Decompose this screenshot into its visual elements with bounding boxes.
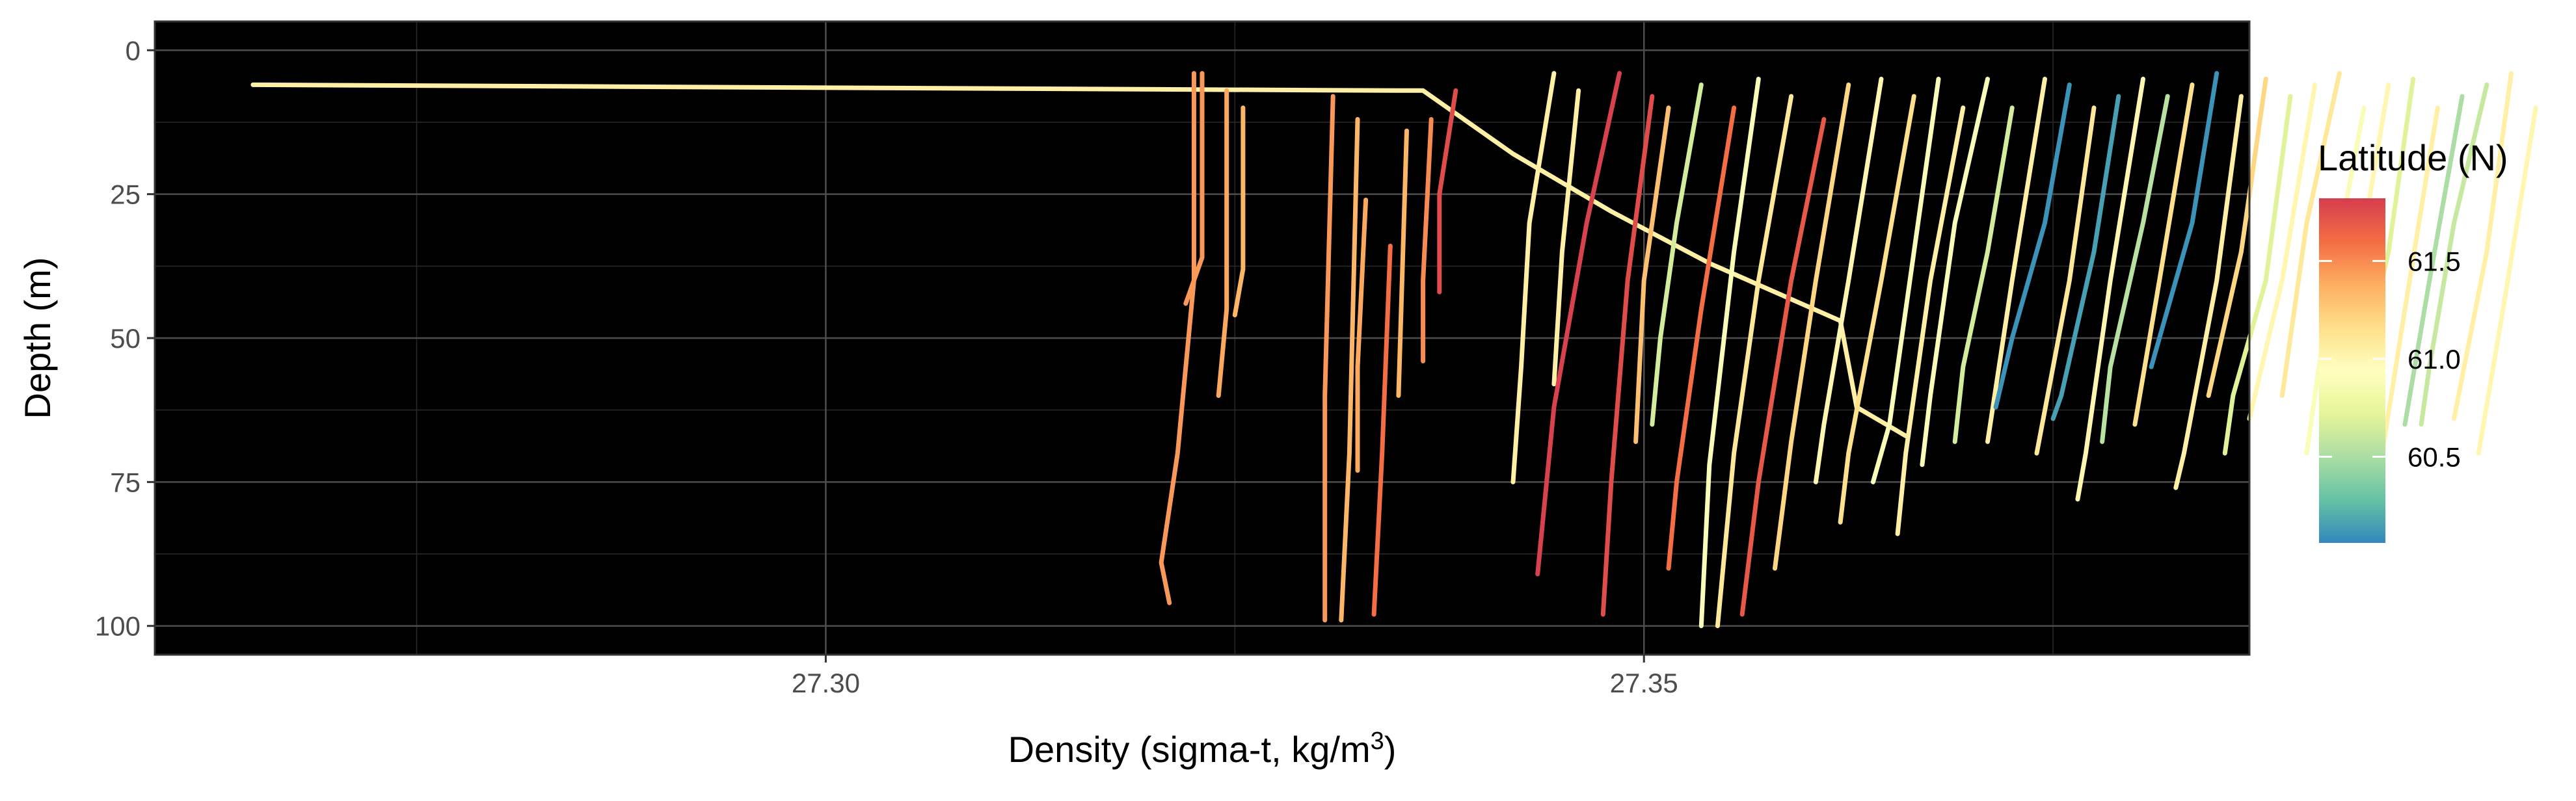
x-axis-title: Density (sigma-t, kg/m3) xyxy=(1008,728,1397,770)
legend-tick-label: 60.5 xyxy=(2408,442,2461,473)
profile-line-23 xyxy=(1813,77,1884,484)
legend-title: Latitude (N) xyxy=(2318,137,2508,178)
x-tick-label: 27.35 xyxy=(1610,668,1678,698)
profile-line-15 xyxy=(1600,94,1655,617)
profile-line-48 xyxy=(2452,71,2514,421)
legend-ticks: 61.5 61.0 60.5 xyxy=(2319,246,2461,473)
profile-line-6 xyxy=(1339,117,1360,623)
profile-line-8 xyxy=(1371,243,1393,617)
profile-line-3 xyxy=(1216,88,1229,398)
profile-line-22 xyxy=(1773,82,1851,571)
data-lines xyxy=(250,71,2538,629)
y-tick-label: 0 xyxy=(126,35,141,66)
profile-line-30 xyxy=(1993,82,2072,410)
profile-line-45 xyxy=(2378,105,2440,467)
axes: 27.30 27.35 0 25 50 75 100 xyxy=(95,35,1678,698)
profile-line-38 xyxy=(2206,77,2268,398)
profile-line-10 xyxy=(1421,117,1434,363)
profile-line-18 xyxy=(1666,105,1737,571)
x-axis-title-text: Density (sigma-t, kg/m xyxy=(1008,729,1371,770)
profile-line-20 xyxy=(1715,94,1794,629)
profile-line-1 xyxy=(1159,71,1196,605)
profile-line-21 xyxy=(1739,117,1827,617)
profile-line-35 xyxy=(2132,82,2195,427)
profile-line-14 xyxy=(1535,71,1622,577)
legend-tick-label: 61.0 xyxy=(2408,344,2461,374)
y-tick-label: 50 xyxy=(110,323,141,354)
profile-line-17 xyxy=(1650,82,1704,427)
profile-line-46 xyxy=(2402,94,2465,427)
x-axis-title-suffix: ) xyxy=(1384,729,1397,770)
profile-line-26 xyxy=(1895,105,1966,536)
profile-line-40 xyxy=(2247,82,2318,421)
profile-line-11 xyxy=(1437,88,1458,295)
profile-line-36 xyxy=(2149,71,2220,369)
profile-line-7 xyxy=(1355,198,1369,473)
profile-line-28 xyxy=(1952,105,2015,444)
profile-line-47 xyxy=(2419,82,2489,427)
legend-colorbar xyxy=(2319,198,2385,543)
profile-line-34 xyxy=(2100,94,2170,444)
profile-line-13 xyxy=(1551,88,1581,387)
profile-line-2 xyxy=(1183,71,1205,306)
profile-line-33 xyxy=(2075,77,2145,502)
legend: Latitude (N) 61.5 61.0 60.5 xyxy=(2318,137,2508,543)
profile-line-49 xyxy=(2476,105,2538,456)
profile-line-31 xyxy=(2034,105,2097,456)
profile-line-5 xyxy=(1322,94,1335,623)
profile-line-41 xyxy=(2279,71,2342,398)
y-tick-label: 100 xyxy=(95,611,141,642)
profile-line-9 xyxy=(1396,128,1409,398)
profile-line-32 xyxy=(2050,94,2121,421)
profile-line-37 xyxy=(2173,94,2244,490)
profile-line-19 xyxy=(1698,77,1761,629)
profile-line-16 xyxy=(1633,105,1671,444)
legend-tick-label: 61.5 xyxy=(2408,246,2461,276)
x-tick-label: 27.30 xyxy=(792,668,860,698)
profile-line-12 xyxy=(1510,71,1557,484)
profile-line-0 xyxy=(250,82,1909,438)
profile-line-24 xyxy=(1838,94,1916,525)
profile-line-27 xyxy=(1920,77,1990,467)
profile-line-25 xyxy=(1870,77,1941,484)
y-axis-title: Depth (m) xyxy=(17,257,58,419)
y-tick-label: 75 xyxy=(110,467,141,497)
x-axis-title-superscript: 3 xyxy=(1371,728,1384,755)
profile-line-29 xyxy=(1985,77,2047,444)
y-tick-label: 25 xyxy=(110,179,141,210)
profile-line-4 xyxy=(1232,105,1246,318)
